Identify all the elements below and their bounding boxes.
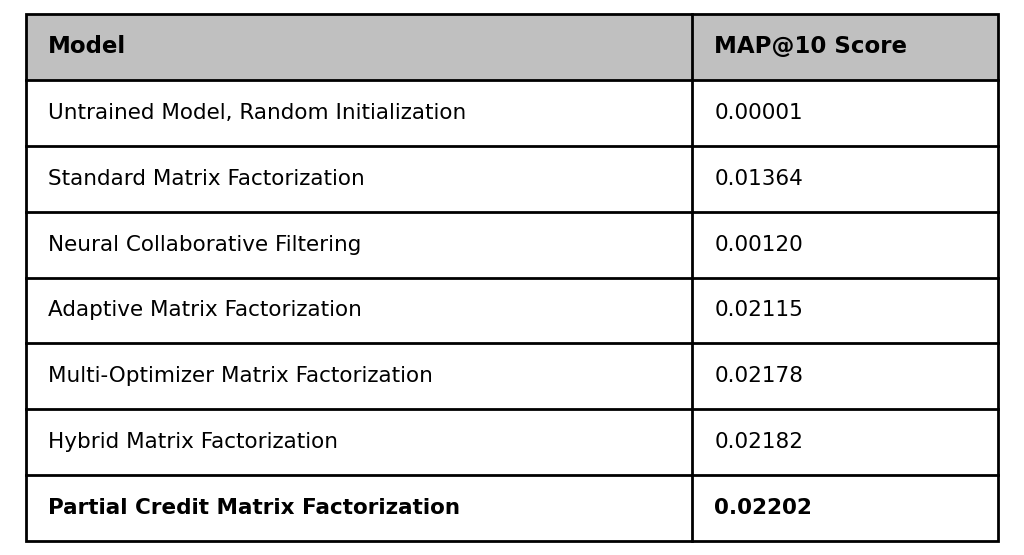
Text: 0.02202: 0.02202 xyxy=(715,498,812,518)
Text: Model: Model xyxy=(48,36,126,58)
Text: Untrained Model, Random Initialization: Untrained Model, Random Initialization xyxy=(48,103,466,123)
Text: 0.02115: 0.02115 xyxy=(715,300,804,320)
Bar xyxy=(26,278,998,344)
Text: Adaptive Matrix Factorization: Adaptive Matrix Factorization xyxy=(48,300,362,320)
Bar xyxy=(26,80,998,146)
Text: 0.02178: 0.02178 xyxy=(715,366,804,386)
Text: MAP@10 Score: MAP@10 Score xyxy=(715,36,907,58)
Text: Neural Collaborative Filtering: Neural Collaborative Filtering xyxy=(48,235,361,255)
Bar xyxy=(26,146,998,211)
Bar xyxy=(26,211,998,278)
Text: Hybrid Matrix Factorization: Hybrid Matrix Factorization xyxy=(48,432,338,452)
Text: 0.00001: 0.00001 xyxy=(715,103,803,123)
Text: Partial Credit Matrix Factorization: Partial Credit Matrix Factorization xyxy=(48,498,460,518)
Text: 0.02182: 0.02182 xyxy=(715,432,804,452)
Bar xyxy=(26,475,998,541)
Text: 0.00120: 0.00120 xyxy=(715,235,803,255)
Text: Multi-Optimizer Matrix Factorization: Multi-Optimizer Matrix Factorization xyxy=(48,366,433,386)
Text: Standard Matrix Factorization: Standard Matrix Factorization xyxy=(48,169,365,189)
Bar xyxy=(26,344,998,410)
Bar xyxy=(26,14,998,80)
Bar xyxy=(26,410,998,475)
Text: 0.01364: 0.01364 xyxy=(715,169,804,189)
